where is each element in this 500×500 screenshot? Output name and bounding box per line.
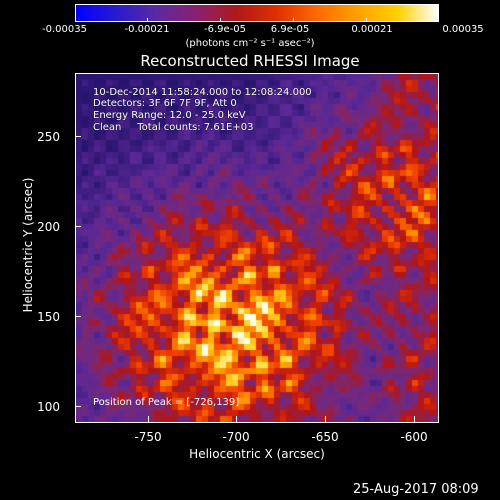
info-time-range: 10-Dec-2014 11:58:24.000 to 12:08:24.000 [93, 87, 312, 98]
y-tick-label: 150 [37, 310, 60, 324]
colorbar-tick-label: 0.00035 [442, 24, 484, 35]
colorbar-tickmark [220, 18, 221, 22]
y-tickmark [75, 226, 81, 227]
x-tick-label: -600 [400, 430, 428, 444]
colorbar-tickmark [366, 18, 367, 22]
x-tick-label: -700 [222, 430, 250, 444]
peak-position: Position of Peak = [-726,139] [93, 397, 240, 408]
y-tickmark [75, 316, 81, 317]
colorbar [75, 4, 439, 22]
y-axis-label: Heliocentric Y (arcsec) [21, 177, 35, 313]
info-energy-range: Energy Range: 12.0 - 25.0 keV [93, 110, 246, 121]
colorbar-tick-label: -0.00021 [124, 24, 170, 35]
colorbar-tickmark [438, 18, 439, 22]
image-title: Reconstructed RHESSI Image [140, 52, 360, 70]
colorbar-tick-label: -0.00035 [42, 24, 87, 35]
y-tick-label: 200 [37, 220, 60, 234]
rhessi-image-map [76, 74, 438, 422]
plot-timestamp: 25-Aug-2017 08:09 [353, 482, 479, 497]
colorbar-tickmark [75, 18, 76, 22]
y-tick-label: 100 [37, 400, 60, 414]
info-clean-counts: Clean Total counts: 7.61E+03 [93, 122, 254, 133]
y-tick-label: 250 [37, 130, 60, 144]
info-detectors: Detectors: 3F 6F 7F 9F, Att 0 [93, 98, 237, 109]
y-tickmark [75, 406, 81, 407]
colorbar-tickmark [293, 18, 294, 22]
plot-frame [75, 73, 439, 423]
colorbar-tickmark [147, 18, 148, 22]
y-tickmark [75, 136, 81, 137]
x-tick-label: -650 [311, 430, 339, 444]
x-axis-label: Heliocentric X (arcsec) [189, 447, 325, 461]
colorbar-units: (photons cm⁻² s⁻¹ asec⁻²) [185, 38, 315, 49]
x-tickmark [148, 416, 149, 422]
colorbar-tick-label: 0.00021 [351, 24, 393, 35]
colorbar-tick-label: 6.9e-05 [270, 24, 310, 35]
x-tickmark [325, 416, 326, 422]
x-tickmark [236, 416, 237, 422]
x-tickmark [414, 416, 415, 422]
x-tick-label: -750 [134, 430, 162, 444]
colorbar-tick-label: -6.9e-05 [204, 24, 246, 35]
